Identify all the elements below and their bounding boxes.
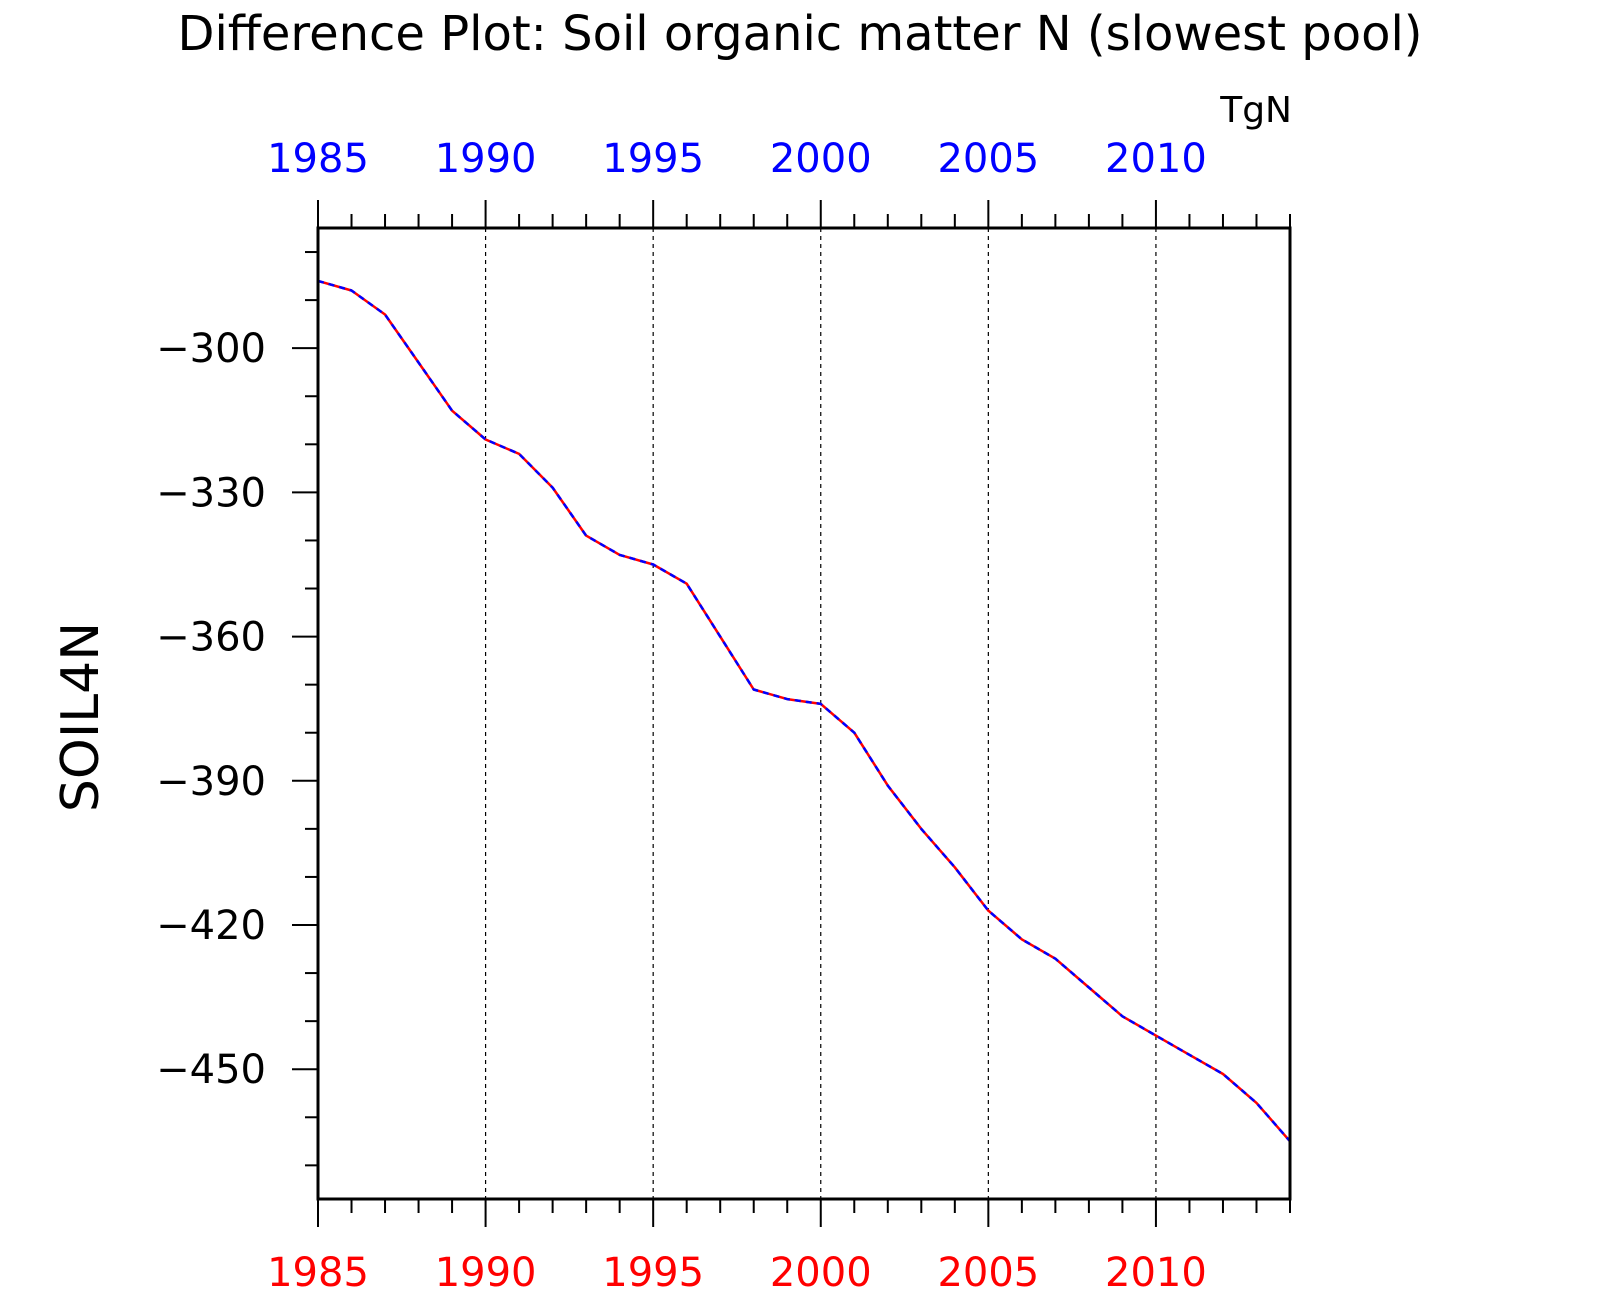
y-axis-label: SOIL4N (51, 622, 111, 812)
x-tick-label-top-2000: 2000 (770, 136, 872, 182)
x-tick-label-top-1995: 1995 (602, 136, 704, 182)
x-tick-label-bottom-1985: 1985 (267, 1250, 369, 1290)
x-tick-label-bottom-1990: 1990 (435, 1250, 537, 1290)
plot-frame-rect (316, 226, 1292, 1201)
y-tick-label--360: −360 (156, 615, 266, 661)
series-line-1 (317, 279, 1291, 1143)
y-tick-label--300: −300 (156, 326, 266, 372)
y-tick-label--450: −450 (156, 1047, 266, 1093)
x-tick-label-top-1985: 1985 (267, 136, 369, 182)
series-lines (317, 279, 1291, 1143)
x-tick-label-bottom-2005: 2005 (937, 1250, 1039, 1290)
x-tick-label-bottom-2000: 2000 (770, 1250, 872, 1290)
x-tick-label-top-2005: 2005 (937, 136, 1039, 182)
axis-ticks (292, 200, 1291, 1227)
x-tick-label-top-1990: 1990 (435, 136, 537, 182)
tick-labels: 1985 1985 1990 1990 1995 1995 2000 2000 2005 2005… (156, 136, 1207, 1290)
units-label: TgN (1219, 90, 1292, 131)
x-tick-label-top-2010: 2010 (1105, 136, 1207, 182)
x-tick-label-bottom-1995: 1995 (602, 1250, 704, 1290)
grid-lines (484, 228, 1157, 1199)
y-tick-label--390: −390 (156, 759, 266, 805)
y-tick-label--420: −420 (156, 903, 266, 949)
plot-frame (316, 226, 1292, 1201)
x-tick-label-bottom-2010: 2010 (1105, 1250, 1207, 1290)
chart-title: Difference Plot: Soil organic matter N (… (178, 6, 1423, 62)
series-line-0 (317, 279, 1291, 1143)
y-tick-label--330: −330 (156, 470, 266, 516)
